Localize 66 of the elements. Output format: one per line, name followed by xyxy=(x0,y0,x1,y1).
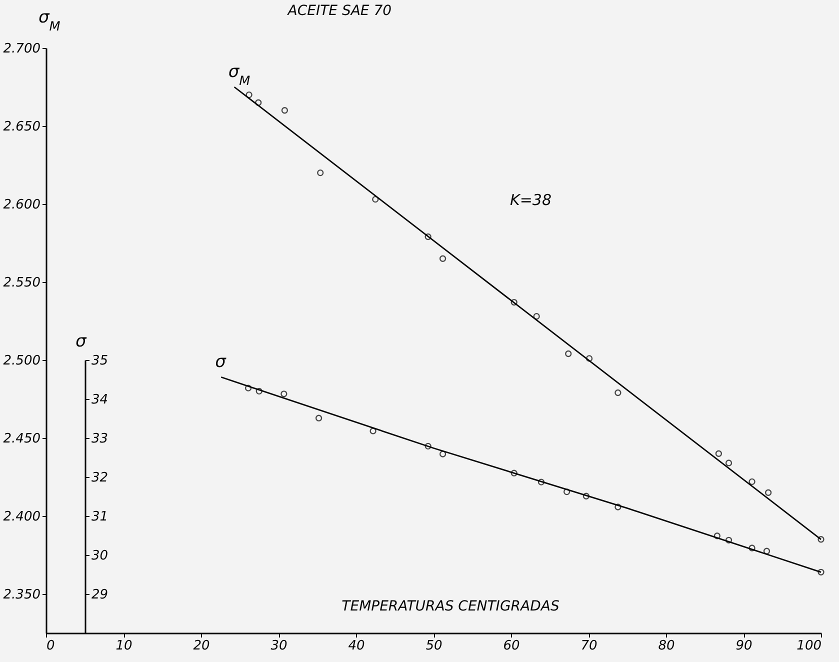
y-axis-title: σ$_{M}$ xyxy=(38,8,60,34)
y2-tick-label: 31 xyxy=(92,509,108,524)
y-tick-label: 2.600 xyxy=(3,198,40,212)
y-tick-label: 2.700 xyxy=(3,42,40,56)
x-tick-label: 0 xyxy=(46,638,55,654)
line-series xyxy=(220,376,822,573)
chart-title: ACEITE SAE 70 xyxy=(286,3,392,19)
point xyxy=(614,389,622,396)
point xyxy=(372,196,379,203)
point xyxy=(439,255,446,262)
point xyxy=(748,544,756,552)
point xyxy=(725,460,732,466)
x-tick-label: 100 xyxy=(796,638,822,654)
point xyxy=(244,384,252,392)
point xyxy=(582,492,590,500)
y2-tick-label: 32 xyxy=(92,470,108,486)
y-tick-label: 2.550 xyxy=(3,276,40,290)
point xyxy=(256,388,262,395)
y2-axis-title: σ xyxy=(76,331,88,352)
series-label: σ$_{M}$ xyxy=(228,62,250,88)
point xyxy=(748,478,756,486)
point xyxy=(538,478,545,486)
point xyxy=(510,470,518,476)
x-tick-label: 70 xyxy=(580,638,598,654)
point xyxy=(614,504,622,510)
point xyxy=(439,450,446,458)
point xyxy=(281,107,288,114)
point xyxy=(563,488,570,496)
point xyxy=(586,355,593,362)
point xyxy=(725,536,732,544)
x-tick-label: 10 xyxy=(116,638,132,654)
x-tick-label: 30 xyxy=(270,638,288,654)
point xyxy=(280,390,288,398)
y2-tick-label: 33 xyxy=(92,431,108,446)
point xyxy=(315,414,322,422)
y2-tick-label: 30 xyxy=(92,548,108,564)
x-tick-label: 20 xyxy=(193,638,210,654)
point xyxy=(317,169,324,176)
series-label: σ xyxy=(215,352,228,372)
point xyxy=(370,428,376,434)
point xyxy=(246,91,252,98)
annotation: K=38 xyxy=(510,191,552,209)
point xyxy=(424,442,432,450)
x-axis-title: TEMPERATURAS CENTIGRADAS xyxy=(342,598,560,614)
x-tick-label: 60 xyxy=(503,638,520,654)
point xyxy=(763,548,770,554)
x-tick-label: 40 xyxy=(348,638,365,654)
x-tick-label: 90 xyxy=(736,638,752,654)
point xyxy=(714,532,720,540)
point xyxy=(533,312,540,320)
x-tick-label: 80 xyxy=(658,638,675,654)
y-tick-label: 2.350 xyxy=(3,588,40,602)
y2-tick-label: 34 xyxy=(92,392,108,408)
point xyxy=(255,99,262,106)
y-tick-label: 2.400 xyxy=(3,510,40,524)
point xyxy=(764,489,772,496)
point xyxy=(565,350,572,358)
x-tick-label: 50 xyxy=(426,638,442,654)
point xyxy=(510,298,518,306)
point xyxy=(424,233,432,240)
y2-tick-label: 35 xyxy=(92,353,108,368)
y-tick-label: 2.450 xyxy=(3,432,40,446)
point xyxy=(715,450,722,457)
y-tick-label: 2.500 xyxy=(3,354,40,368)
y2-tick-label: 29 xyxy=(92,587,108,602)
y-tick-label: 2.650 xyxy=(3,120,40,134)
